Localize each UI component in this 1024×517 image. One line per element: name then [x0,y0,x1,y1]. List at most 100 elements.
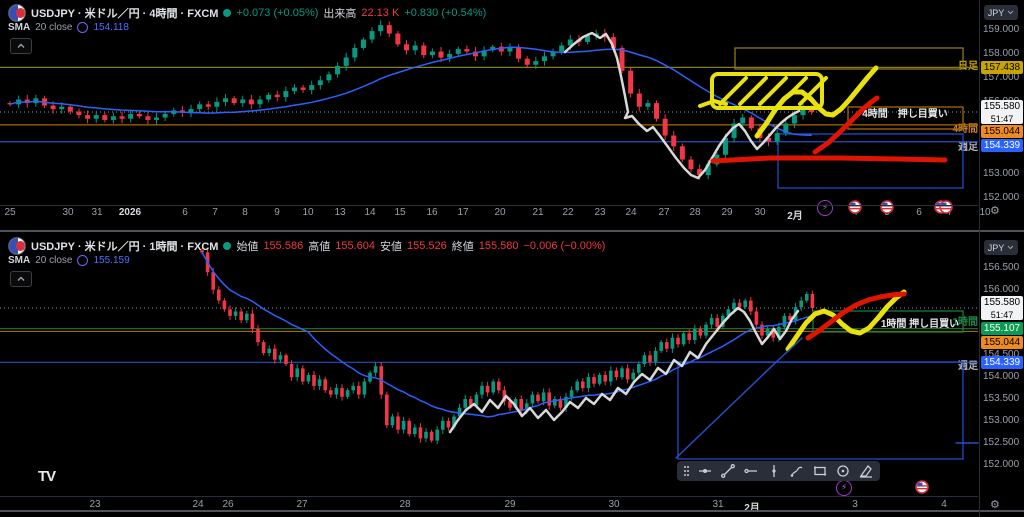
time-axis-label[interactable]: 22 [562,207,574,218]
horizontal-line-tool[interactable] [697,463,713,479]
red-flat-line[interactable] [710,155,948,164]
time-axis-label[interactable]: 17 [457,207,469,218]
lightning-icon[interactable]: ⚡ [817,200,833,216]
sma-line[interactable] [201,252,813,418]
price-axis-label[interactable]: 154.500 [983,349,1020,361]
price-axis-label[interactable]: 154.000 [983,371,1020,383]
time-axis-label[interactable]: 6 [916,207,922,218]
time-axis-label[interactable]: 28 [689,207,701,218]
yellow-hatched-zone[interactable] [710,72,828,110]
yellow-path-curve[interactable] [754,65,879,139]
time-axis-label[interactable]: 21 [532,207,544,218]
time-axis-label[interactable]: 27 [658,207,670,218]
price-badge[interactable]: 154.339 [981,139,1023,152]
circle-tool[interactable] [835,463,851,479]
symbol-header-1h[interactable]: USDJPY · 米ドル／円 · 1時間 · FXCM 始値 155.586 高… [8,237,605,255]
price-range-box[interactable] [812,310,964,333]
price-axis-label[interactable]: 156.000 [983,283,1020,295]
price-badge[interactable]: 155.107 [981,322,1023,336]
time-axis-label[interactable]: 3 [852,499,858,510]
time-axis-label[interactable]: 25 [4,207,16,218]
us-flag-icon[interactable] [915,480,929,494]
tradingview-logo[interactable]: TV [38,468,56,485]
drag-handle[interactable] [683,465,690,477]
currency-selector[interactable]: JPY [984,240,1018,255]
time-axis-label[interactable]: 23 [89,499,101,510]
blue-trendline[interactable] [675,337,803,459]
time-axis-label[interactable]: 27 [296,499,308,510]
time-axis-label[interactable]: 4 [941,499,947,510]
time-axis-label[interactable]: 28 [399,499,411,510]
price-axis-label[interactable]: 157.000 [983,71,1020,83]
currency-selector[interactable]: JPY [984,5,1018,20]
price-range-box[interactable] [847,106,964,130]
time-axis-label[interactable]: 29 [721,207,733,218]
time-axis-label[interactable]: 2月 [744,503,760,514]
time-axis-label[interactable]: 15 [394,207,406,218]
indicator-row-4h[interactable]: SMA 20 close 154.118 [8,22,129,33]
price-range-box[interactable] [734,47,964,70]
symbol-title[interactable]: USDJPY · 米ドル／円 · 1時間 · FXCM [31,241,219,253]
price-axis-label[interactable]: 153.000 [983,414,1020,426]
time-axis-label[interactable]: 23 [594,207,606,218]
time-axis-label[interactable]: 30 [62,207,74,218]
time-axis-label[interactable]: 10 [979,207,991,218]
trendline-tool[interactable] [720,463,736,479]
red-support-curve[interactable] [812,95,880,155]
time-axis-label[interactable]: 31 [712,499,724,510]
price-axis-label[interactable]: 159.000 [983,23,1020,35]
brush-tool[interactable] [789,463,805,479]
symbol-header-4h[interactable]: USDJPY · 米ドル／円 · 4時間 · FXCM +0.073 (+0.0… [8,4,486,22]
drawing-toolbar[interactable] [677,461,880,481]
time-axis-label[interactable]: 29 [504,499,516,510]
time-axis-label[interactable]: 30 [608,499,620,510]
us-flags-icon[interactable] [934,200,953,214]
price-axis-label[interactable]: 152.000 [983,458,1020,470]
time-axis-label[interactable]: 13 [334,207,346,218]
panel-divider[interactable] [0,230,1024,232]
axis-settings-icon[interactable]: ⚙ [990,499,1000,511]
price-axis-label[interactable]: 153.000 [983,167,1020,179]
rectangle-tool[interactable] [812,463,828,479]
white-zigzag-drawing[interactable] [448,306,800,434]
sma-line[interactable] [9,46,812,136]
time-axis-label[interactable]: 24 [625,207,637,218]
time-axis-label[interactable]: 7 [212,207,218,218]
time-axis-label[interactable]: 10 [302,207,314,218]
indicator-row-1h[interactable]: SMA 20 close 155.159 [8,255,130,266]
time-axis-label[interactable]: 2月 [787,211,803,222]
price-badge[interactable]: 154.339 [981,355,1023,369]
price-badge[interactable]: 155.044 [981,336,1023,350]
time-axis-label[interactable]: 20 [494,207,506,218]
time-axis-label[interactable]: 2026 [118,207,142,218]
price-badge[interactable]: 157.438 [981,60,1023,74]
white-zigzag-drawing[interactable] [563,31,801,180]
time-axis-label[interactable]: 8 [242,207,248,218]
symbol-title[interactable]: USDJPY · 米ドル／円 · 4時間 · FXCM [31,8,219,20]
price-axis-label[interactable]: 152.500 [983,436,1020,448]
price-axis-label[interactable]: 158.000 [983,47,1020,59]
time-axis-label[interactable]: 30 [754,207,766,218]
price-badge[interactable]: 155.580 51:47 [981,296,1023,320]
collapse-header-button[interactable] [10,38,32,54]
price-badge[interactable]: 155.044 [981,125,1023,138]
annotation-text[interactable]: 4時間 押し目買い [862,107,948,120]
time-axis-label[interactable]: 7 [947,207,953,218]
axis-settings-icon[interactable]: ⚙ [990,205,1000,217]
price-range-box[interactable] [677,361,964,460]
price-axis-label[interactable]: 153.500 [983,393,1020,404]
price-axis-label[interactable]: 156.500 [983,261,1020,273]
yellow-path-curve[interactable] [785,289,907,352]
time-axis-label[interactable]: 24 [192,499,204,510]
collapse-header-button[interactable] [10,271,32,287]
annotation-text[interactable]: 1時間 押し目買い [881,317,959,330]
time-axis-label[interactable]: 31 [91,207,103,218]
time-axis-label[interactable]: 14 [364,207,376,218]
time-axis-label[interactable]: 16 [426,207,438,218]
vertical-line-tool[interactable] [766,463,782,479]
red-support-curve[interactable] [805,291,907,341]
time-axis-label[interactable]: 26 [222,499,234,510]
price-axis-label[interactable]: 152.000 [983,191,1020,203]
eraser-tool[interactable] [858,463,874,479]
price-badge[interactable]: 155.580 51:47 [981,100,1023,124]
